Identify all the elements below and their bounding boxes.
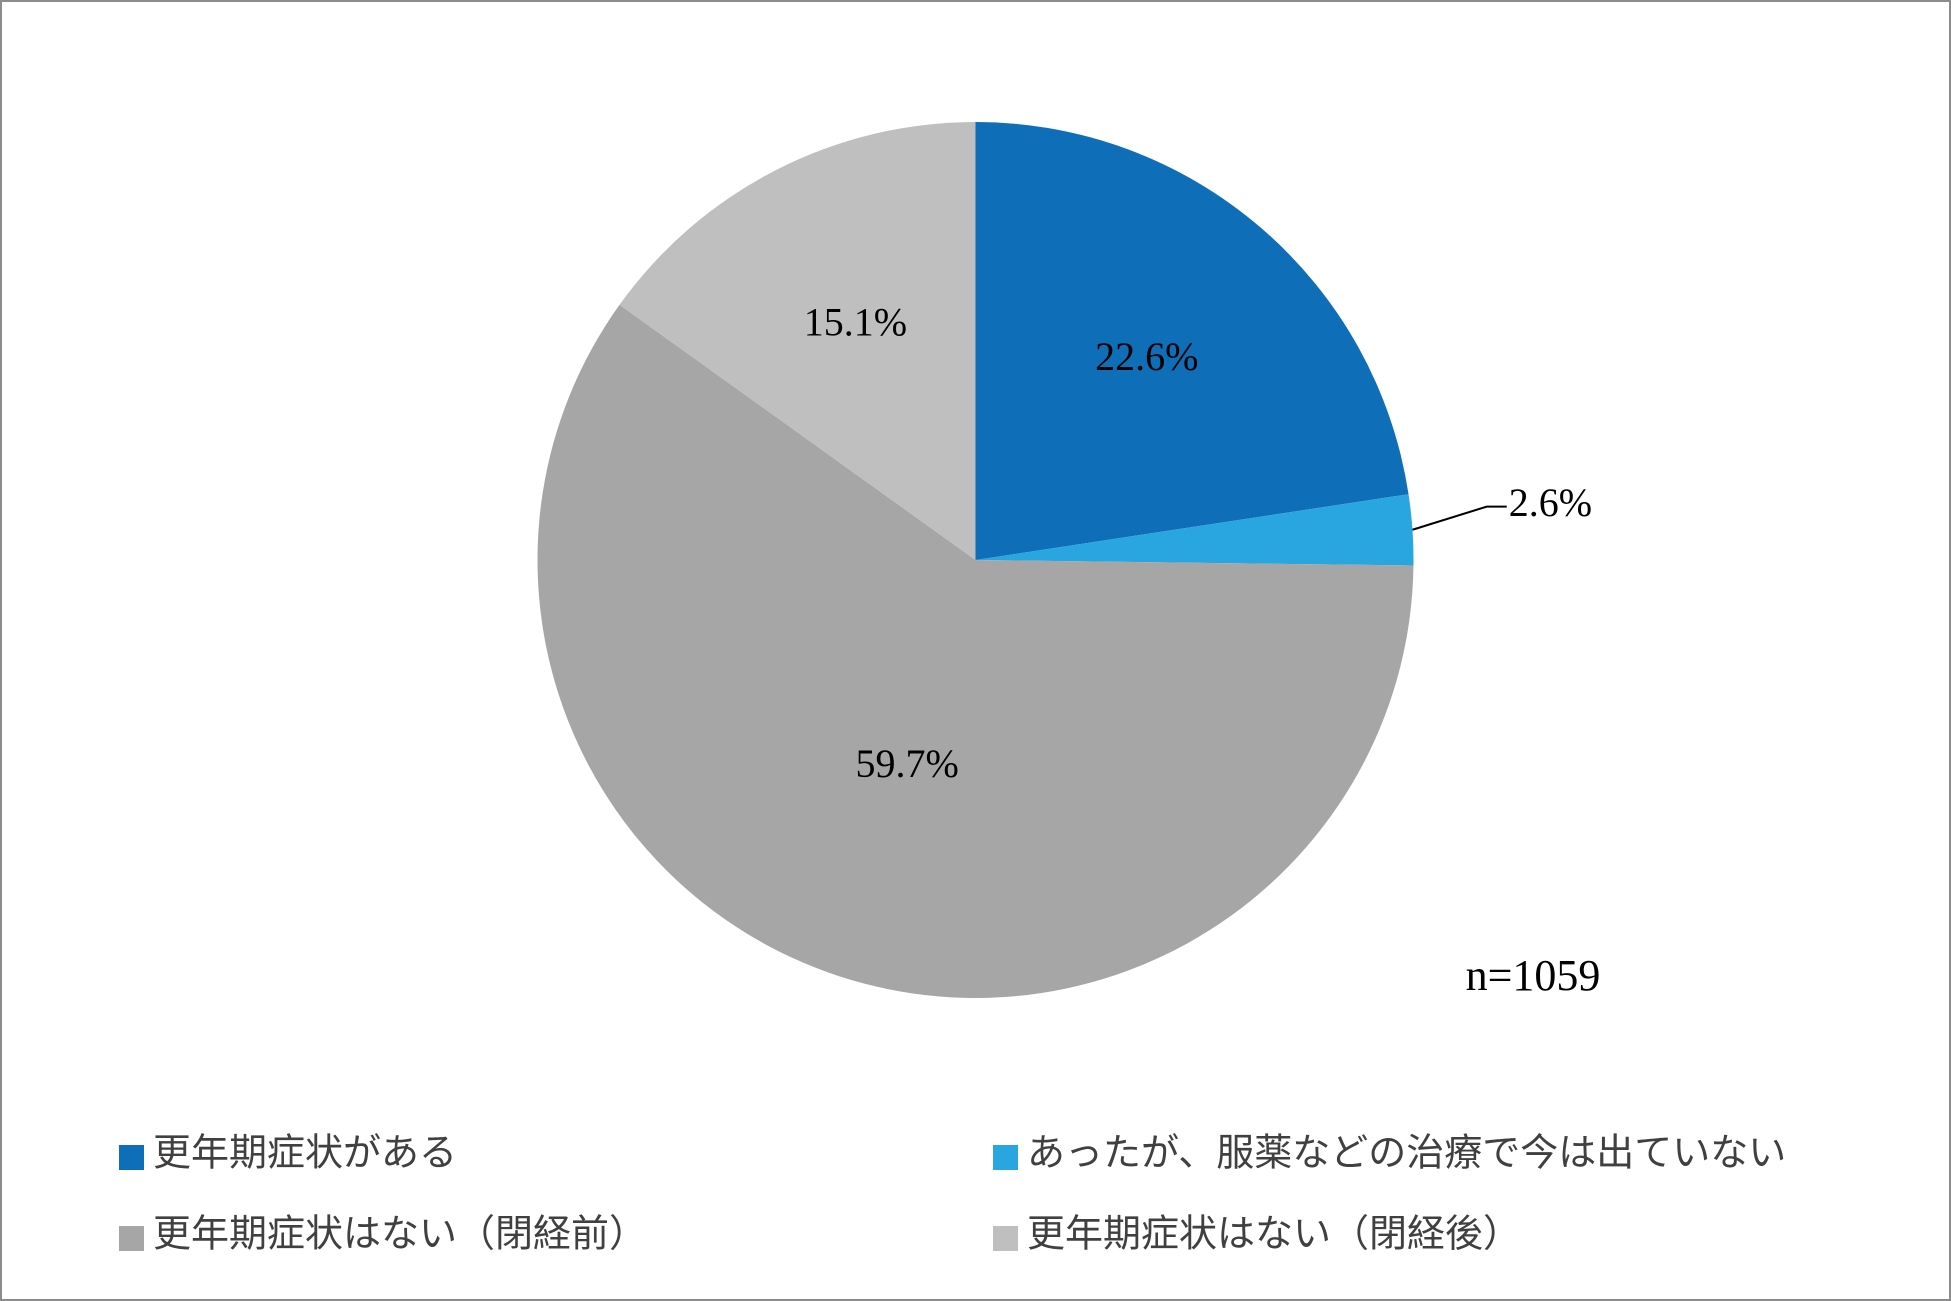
pie-slice — [975, 494, 1414, 566]
legend-label: 更年期症状はない（閉経前） — [153, 1214, 647, 1256]
legend-marker — [119, 1226, 144, 1251]
sample-size-note: n=1059 — [1466, 951, 1601, 1000]
data-label: 15.1% — [804, 299, 907, 344]
legend-marker — [993, 1145, 1018, 1170]
data-label: 22.6% — [1095, 334, 1198, 379]
legend-label: 更年期症状はない（閉経後） — [1027, 1214, 1521, 1256]
data-label: 59.7% — [856, 741, 959, 786]
legend-marker — [993, 1226, 1018, 1251]
pie-slice — [619, 122, 976, 560]
legend-marker — [119, 1145, 144, 1170]
data-label: 2.6% — [1509, 480, 1592, 525]
legend-label: あったが、服薬などの治療で今は出ていない — [1027, 1133, 1786, 1175]
legend-label: 更年期症状がある — [153, 1133, 457, 1175]
pie-slice — [537, 304, 1414, 999]
pie-slice — [975, 122, 1409, 560]
leader-line — [1412, 505, 1507, 531]
